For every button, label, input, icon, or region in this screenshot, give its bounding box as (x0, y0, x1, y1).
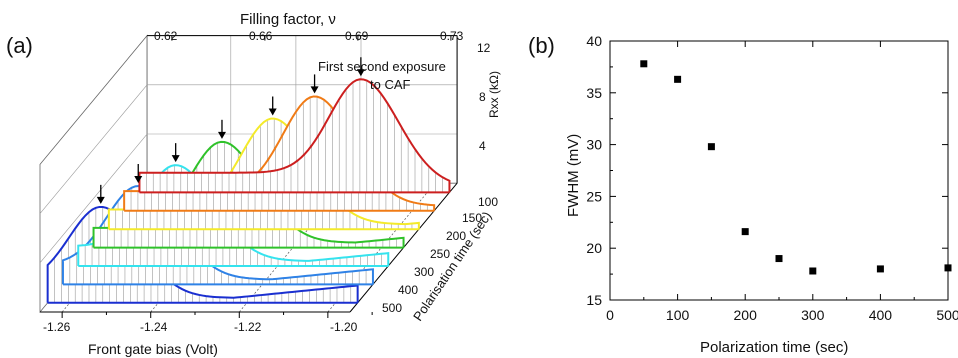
y-tick-label: 20 (586, 240, 602, 256)
peak-arrow (217, 119, 226, 139)
peak-arrow (310, 74, 319, 94)
curve-line (46, 205, 359, 303)
panel-a-label: (a) (6, 33, 33, 58)
gate-bias-axis-label: Front gate bias (Volt) (88, 341, 218, 357)
data-point (876, 265, 884, 273)
data-point (809, 267, 817, 275)
waterfall-curve (138, 78, 451, 194)
x-tick-label: 400 (869, 307, 893, 323)
gate-bias-axis-ticks: -1.26 -1.24 -1.22 -1.20 (43, 320, 358, 334)
x-tick-label: -1.26 (43, 320, 71, 334)
top-axis-ticks: 0.62 0.66 0.69 0.73 (154, 29, 464, 43)
data-point (640, 60, 648, 68)
top-tick-label: 0.73 (440, 29, 464, 43)
x-tick-label: 300 (801, 307, 825, 323)
arrow-head (96, 196, 105, 204)
top-tick-label: 0.69 (345, 29, 369, 43)
y-tick-label: 40 (586, 33, 602, 49)
peak-arrow (96, 184, 105, 204)
x-tick-label: 500 (936, 307, 958, 323)
data-point (775, 255, 783, 263)
x-tick-label: -1.24 (140, 320, 168, 334)
z-tick-label: 4 (479, 139, 486, 153)
panel-b-label: (b) (528, 33, 555, 58)
y-tick-label: 35 (586, 85, 602, 101)
y-tick-label: 25 (586, 188, 602, 204)
depth-tick-label: 100 (478, 195, 498, 209)
x-tick-label: 0 (606, 307, 614, 323)
y-tick-label: 30 (586, 137, 602, 153)
arrow-head (310, 86, 319, 94)
x-axis-label: Polarization time (sec) (700, 339, 848, 356)
data-point (674, 75, 682, 83)
depth-tick-label: 200 (446, 229, 466, 243)
y-tick-label: 15 (586, 292, 602, 308)
panel-a-3d-waterfall: (a) Filling factor, ν 0.62 0.66 0.69 0.7… (6, 11, 501, 357)
top-tick-label: 0.62 (154, 29, 178, 43)
curve-fill (139, 79, 450, 193)
peak-arrow (356, 57, 365, 77)
depth-tick-label: 250 (430, 247, 450, 261)
panel-b-scatter: (b) 0 100 200 300 400 500 15 20 25 30 35 40 Polari… (528, 33, 958, 356)
top-tick-label: 0.66 (249, 29, 273, 43)
annotation-line-1: First second exposure (318, 59, 446, 74)
arrow-head (217, 131, 226, 139)
polarisation-axis-ticks: 100 150 200 250 300 400 500 (382, 195, 498, 315)
depth-tick-label: 150 (462, 211, 482, 225)
x-tick-label: 200 (734, 307, 758, 323)
scatter-points (640, 60, 952, 275)
rxx-axis-label: Rxx (kΩ) (487, 71, 501, 118)
curve-line (138, 78, 451, 193)
data-point (741, 228, 749, 236)
rxx-axis-ticks: 4 8 12 (477, 41, 491, 153)
data-point (944, 264, 952, 272)
z-tick-label: 12 (477, 41, 491, 55)
arrow-head (134, 176, 143, 183)
annotation-line-2: to CAF (370, 77, 411, 92)
peak-arrow (134, 164, 143, 183)
y-axis-ticks: 15 20 25 30 35 40 (586, 33, 948, 308)
x-tick-label: -1.20 (330, 320, 358, 334)
depth-tick-label: 400 (398, 283, 418, 297)
depth-tick-label: 500 (382, 301, 402, 315)
peak-arrows (96, 57, 365, 204)
waterfall-curves (46, 78, 451, 304)
arrow-head (171, 155, 180, 163)
peak-arrow (268, 96, 277, 116)
x-tick-label: 100 (666, 307, 690, 323)
z-tick-label: 8 (479, 90, 486, 104)
top-axis-title: Filling factor, ν (240, 11, 336, 28)
x-axis-ticks: 0 100 200 300 400 500 (606, 41, 958, 323)
depth-tick-label: 300 (414, 265, 434, 279)
arrow-head (356, 69, 365, 77)
x-tick-label: -1.22 (234, 320, 262, 334)
arrow-head (268, 108, 277, 116)
y-axis-label: FWHM (mV) (565, 134, 582, 217)
peak-arrow (171, 143, 180, 163)
data-point (707, 143, 715, 151)
